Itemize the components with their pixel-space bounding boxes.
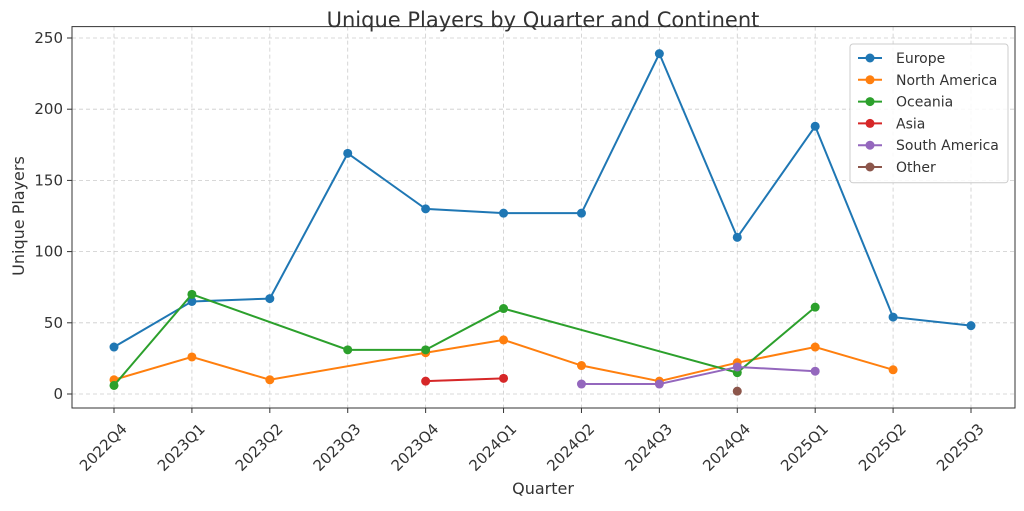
data-point-other — [732, 386, 742, 396]
x-tick-label: 2025Q3 — [933, 420, 988, 475]
series-line-asia — [425, 377, 504, 383]
y-tick-label: 200 — [34, 100, 63, 118]
x-tick-label: 2023Q4 — [388, 420, 443, 475]
x-tick-label: 2025Q1 — [777, 420, 832, 475]
data-point-north-america — [187, 352, 197, 362]
data-point-europe — [576, 208, 586, 218]
data-point-north-america — [810, 342, 820, 352]
legend-box — [849, 43, 1009, 184]
data-point-north-america — [576, 361, 586, 371]
legend-marker — [865, 118, 875, 128]
data-point-oceania — [499, 304, 509, 314]
x-tick-label: 2023Q2 — [232, 420, 287, 475]
x-tick-label: 2025Q2 — [855, 420, 910, 475]
y-tick-label: 0 — [53, 385, 63, 403]
legend-label: North America — [896, 73, 997, 89]
legend-marker — [865, 53, 875, 63]
y-tick-label: 100 — [34, 243, 63, 261]
data-point-oceania — [343, 345, 353, 355]
data-point-oceania — [187, 289, 197, 299]
data-point-asia — [421, 376, 431, 386]
y-tick-label: 150 — [34, 171, 63, 189]
data-point-south-america — [576, 379, 586, 389]
series-line-north-america — [113, 338, 894, 383]
legend-label: Asia — [896, 116, 925, 132]
data-point-europe — [421, 204, 431, 214]
x-tick-label: 2024Q3 — [621, 420, 676, 475]
data-point-europe — [888, 312, 898, 322]
data-point-south-america — [732, 362, 742, 372]
data-point-europe — [265, 294, 275, 304]
chart-title: Unique Players by Quarter and Continent — [327, 8, 760, 32]
data-point-north-america — [265, 375, 275, 385]
legend-marker — [865, 140, 875, 150]
x-tick-label: 2024Q1 — [465, 420, 520, 475]
data-point-europe — [499, 208, 509, 218]
legend-label: Europe — [896, 51, 945, 67]
data-point-asia — [499, 373, 509, 383]
series-line-south-america — [581, 365, 816, 386]
legend-marker — [865, 97, 875, 107]
x-tick-label: 2022Q4 — [76, 420, 131, 475]
x-axis-label: Quarter — [512, 479, 574, 498]
data-point-oceania — [810, 302, 820, 312]
x-tick-label: 2023Q1 — [154, 420, 209, 475]
data-point-europe — [187, 296, 197, 306]
legend-label: South America — [896, 138, 999, 154]
data-point-europe — [732, 232, 742, 242]
data-point-europe — [810, 121, 820, 131]
legend-label: Other — [896, 160, 936, 176]
legend-marker — [865, 162, 875, 172]
data-point-europe — [343, 148, 353, 158]
series-line-europe — [113, 51, 972, 348]
x-tick-label: 2024Q4 — [699, 420, 754, 475]
x-tick-label: 2023Q3 — [310, 420, 365, 475]
y-tick-label: 250 — [34, 29, 63, 47]
plot-frame — [71, 26, 1016, 409]
x-tick-label: 2024Q2 — [543, 420, 598, 475]
data-point-south-america — [810, 366, 820, 376]
data-point-oceania — [109, 380, 119, 390]
data-point-north-america — [888, 365, 898, 375]
series-line-oceania — [113, 293, 816, 387]
data-point-europe — [966, 321, 976, 331]
data-point-europe — [109, 342, 119, 352]
data-point-europe — [654, 49, 664, 59]
legend-marker — [865, 75, 875, 85]
data-point-south-america — [654, 379, 664, 389]
data-point-oceania — [421, 345, 431, 355]
legend-label: Oceania — [896, 95, 953, 111]
data-point-north-america — [499, 335, 509, 345]
y-tick-label: 50 — [44, 314, 63, 332]
y-axis-label: Unique Players — [9, 156, 28, 276]
